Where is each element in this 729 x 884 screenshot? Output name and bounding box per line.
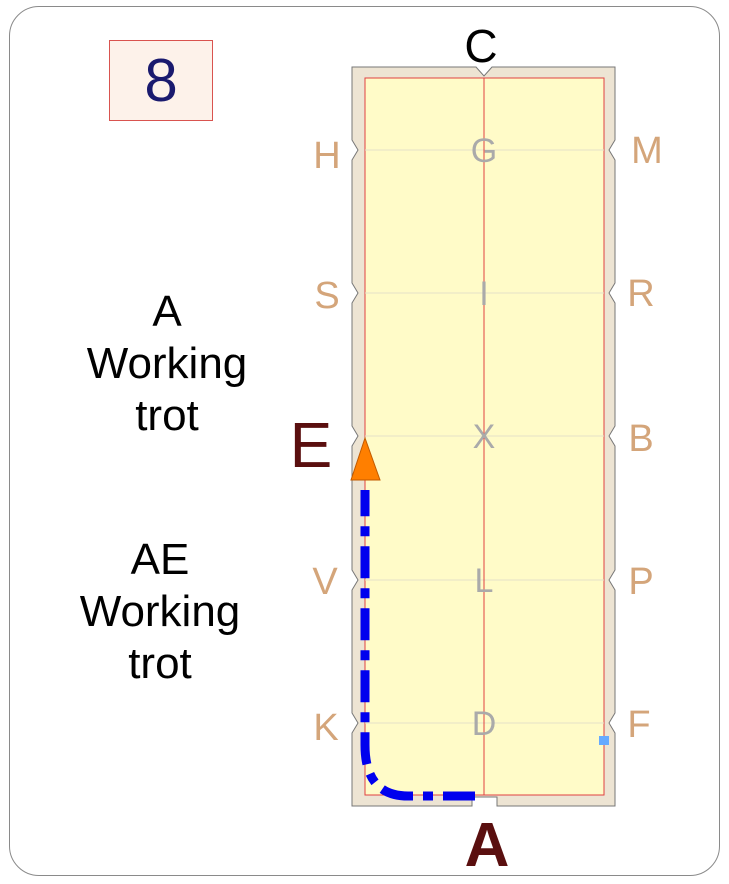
- letter-k: K: [313, 707, 338, 749]
- letter-p: P: [628, 561, 653, 603]
- test-number: 8: [144, 47, 178, 114]
- letter-g: G: [471, 132, 497, 170]
- letter-f: F: [627, 704, 650, 746]
- letter-a: A: [465, 811, 510, 880]
- letter-i: I: [479, 275, 488, 313]
- letter-l: L: [475, 562, 494, 600]
- movement-1: A Working trot: [57, 286, 277, 442]
- letter-r: R: [627, 273, 654, 315]
- letter-b: B: [628, 418, 653, 460]
- ridden-path: [360, 490, 475, 801]
- letter-v: V: [312, 561, 338, 603]
- letter-x: X: [473, 418, 496, 456]
- letter-s: S: [314, 275, 339, 317]
- movement-1-marker: A: [152, 287, 182, 336]
- test-number-badge: 8: [109, 40, 213, 121]
- f-marker-dot: [599, 736, 609, 745]
- movement-1-gait: Working: [86, 339, 248, 388]
- movement-2-marker: AE: [130, 535, 190, 584]
- movement-2-detail: trot: [128, 639, 192, 688]
- movement-1-detail: trot: [135, 391, 199, 440]
- movement-2-gait: Working: [79, 587, 241, 636]
- letter-m: M: [631, 130, 663, 172]
- movement-2: AE Working trot: [50, 534, 270, 690]
- letter-c: C: [464, 20, 497, 72]
- letter-e: E: [290, 409, 333, 481]
- letter-h: H: [313, 135, 340, 177]
- direction-arrow: [350, 436, 381, 481]
- letter-d: D: [472, 705, 497, 743]
